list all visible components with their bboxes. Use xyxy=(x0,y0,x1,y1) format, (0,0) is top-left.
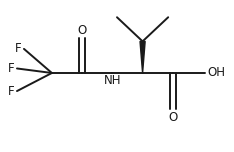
Text: O: O xyxy=(77,24,87,37)
Text: O: O xyxy=(168,111,177,124)
Text: F: F xyxy=(15,42,21,55)
Text: NH: NH xyxy=(104,74,121,88)
Polygon shape xyxy=(140,41,145,73)
Text: F: F xyxy=(7,62,14,75)
Text: OH: OH xyxy=(208,66,226,79)
Text: F: F xyxy=(7,85,14,98)
